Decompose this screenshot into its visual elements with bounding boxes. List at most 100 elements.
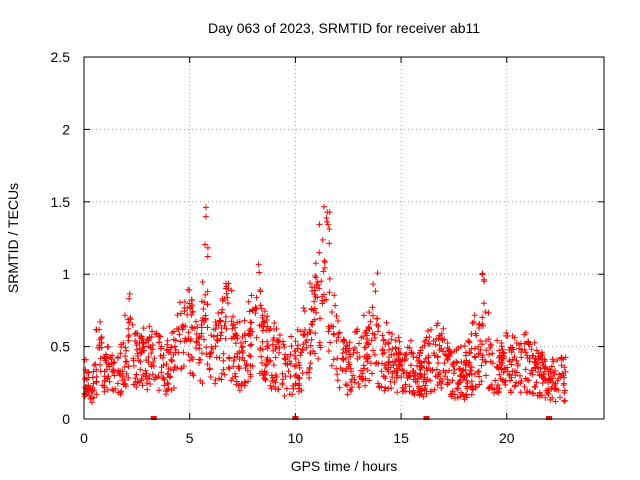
data-point xyxy=(311,291,318,298)
data-point xyxy=(245,378,252,385)
data-point xyxy=(496,347,503,354)
data-point xyxy=(421,376,428,383)
data-point xyxy=(416,358,423,365)
data-point xyxy=(410,390,417,397)
data-point xyxy=(316,339,323,346)
data-point xyxy=(378,383,385,390)
data-point xyxy=(179,326,186,333)
data-point xyxy=(186,357,193,364)
data-point xyxy=(165,370,172,377)
data-point xyxy=(106,363,113,370)
data-point xyxy=(241,317,248,324)
data-point xyxy=(312,260,319,267)
data-point xyxy=(194,324,201,331)
data-point xyxy=(300,304,307,311)
data-point xyxy=(388,336,395,343)
data-point xyxy=(370,347,377,354)
data-point xyxy=(242,364,249,371)
data-point xyxy=(170,367,177,374)
data-point xyxy=(217,318,224,325)
data-point xyxy=(333,365,340,372)
data-point xyxy=(386,347,393,354)
data-point xyxy=(509,344,516,351)
data-point xyxy=(202,204,209,211)
data-point xyxy=(145,343,152,350)
data-point xyxy=(158,369,165,376)
data-point xyxy=(223,290,230,297)
data-point xyxy=(525,377,532,384)
data-point xyxy=(367,360,374,367)
data-point xyxy=(242,379,249,386)
data-point xyxy=(172,363,179,370)
data-point xyxy=(444,356,451,363)
data-point xyxy=(260,375,267,382)
data-point xyxy=(284,361,291,368)
data-point xyxy=(506,372,513,379)
data-point xyxy=(524,352,531,359)
data-point xyxy=(460,392,467,399)
data-point xyxy=(138,333,145,340)
data-point xyxy=(140,325,147,332)
data-point xyxy=(276,349,283,356)
data-point xyxy=(550,369,557,376)
data-point xyxy=(496,353,503,360)
data-point xyxy=(428,388,435,395)
data-point xyxy=(216,317,223,324)
data-point xyxy=(437,375,444,382)
data-point xyxy=(248,341,255,348)
data-point xyxy=(479,314,486,321)
data-point xyxy=(534,360,541,367)
data-point xyxy=(403,369,410,376)
data-point xyxy=(459,367,466,374)
data-point xyxy=(238,344,245,351)
data-point xyxy=(111,372,118,379)
data-point xyxy=(143,370,150,377)
data-point xyxy=(326,289,333,296)
data-point xyxy=(185,286,192,293)
data-point xyxy=(391,368,398,375)
data-point xyxy=(517,340,524,347)
data-point xyxy=(306,374,313,381)
data-point xyxy=(347,379,354,386)
data-point xyxy=(255,261,262,268)
data-point xyxy=(340,346,347,353)
data-point xyxy=(443,352,450,359)
data-point xyxy=(542,394,549,401)
data-point xyxy=(488,342,495,349)
data-point xyxy=(402,381,409,388)
data-point xyxy=(182,323,189,330)
data-point xyxy=(465,361,472,368)
data-point xyxy=(382,364,389,371)
data-point xyxy=(226,365,233,372)
data-point xyxy=(522,366,529,373)
data-point xyxy=(406,388,413,395)
data-point xyxy=(540,362,547,369)
data-point xyxy=(547,396,554,403)
x-axis-label: GPS time / hours xyxy=(291,458,398,474)
data-point xyxy=(374,270,381,277)
data-point xyxy=(528,346,535,353)
data-point xyxy=(132,338,139,345)
data-point xyxy=(475,321,482,328)
data-point xyxy=(326,225,333,232)
data-point xyxy=(504,364,511,371)
data-point xyxy=(220,357,227,364)
data-point xyxy=(279,370,286,377)
data-point xyxy=(204,301,211,308)
data-point xyxy=(272,354,279,361)
data-point xyxy=(204,253,211,260)
data-point xyxy=(190,372,197,379)
data-point xyxy=(228,318,235,325)
data-point xyxy=(331,292,338,299)
data-point xyxy=(308,305,315,312)
data-point xyxy=(347,386,354,393)
data-point xyxy=(200,336,207,343)
data-point xyxy=(334,377,341,384)
data-point xyxy=(291,363,298,370)
data-point xyxy=(133,346,140,353)
data-point xyxy=(321,297,328,304)
data-point xyxy=(218,370,225,377)
data-point xyxy=(148,350,155,357)
data-point xyxy=(258,353,265,360)
data-point xyxy=(342,381,349,388)
